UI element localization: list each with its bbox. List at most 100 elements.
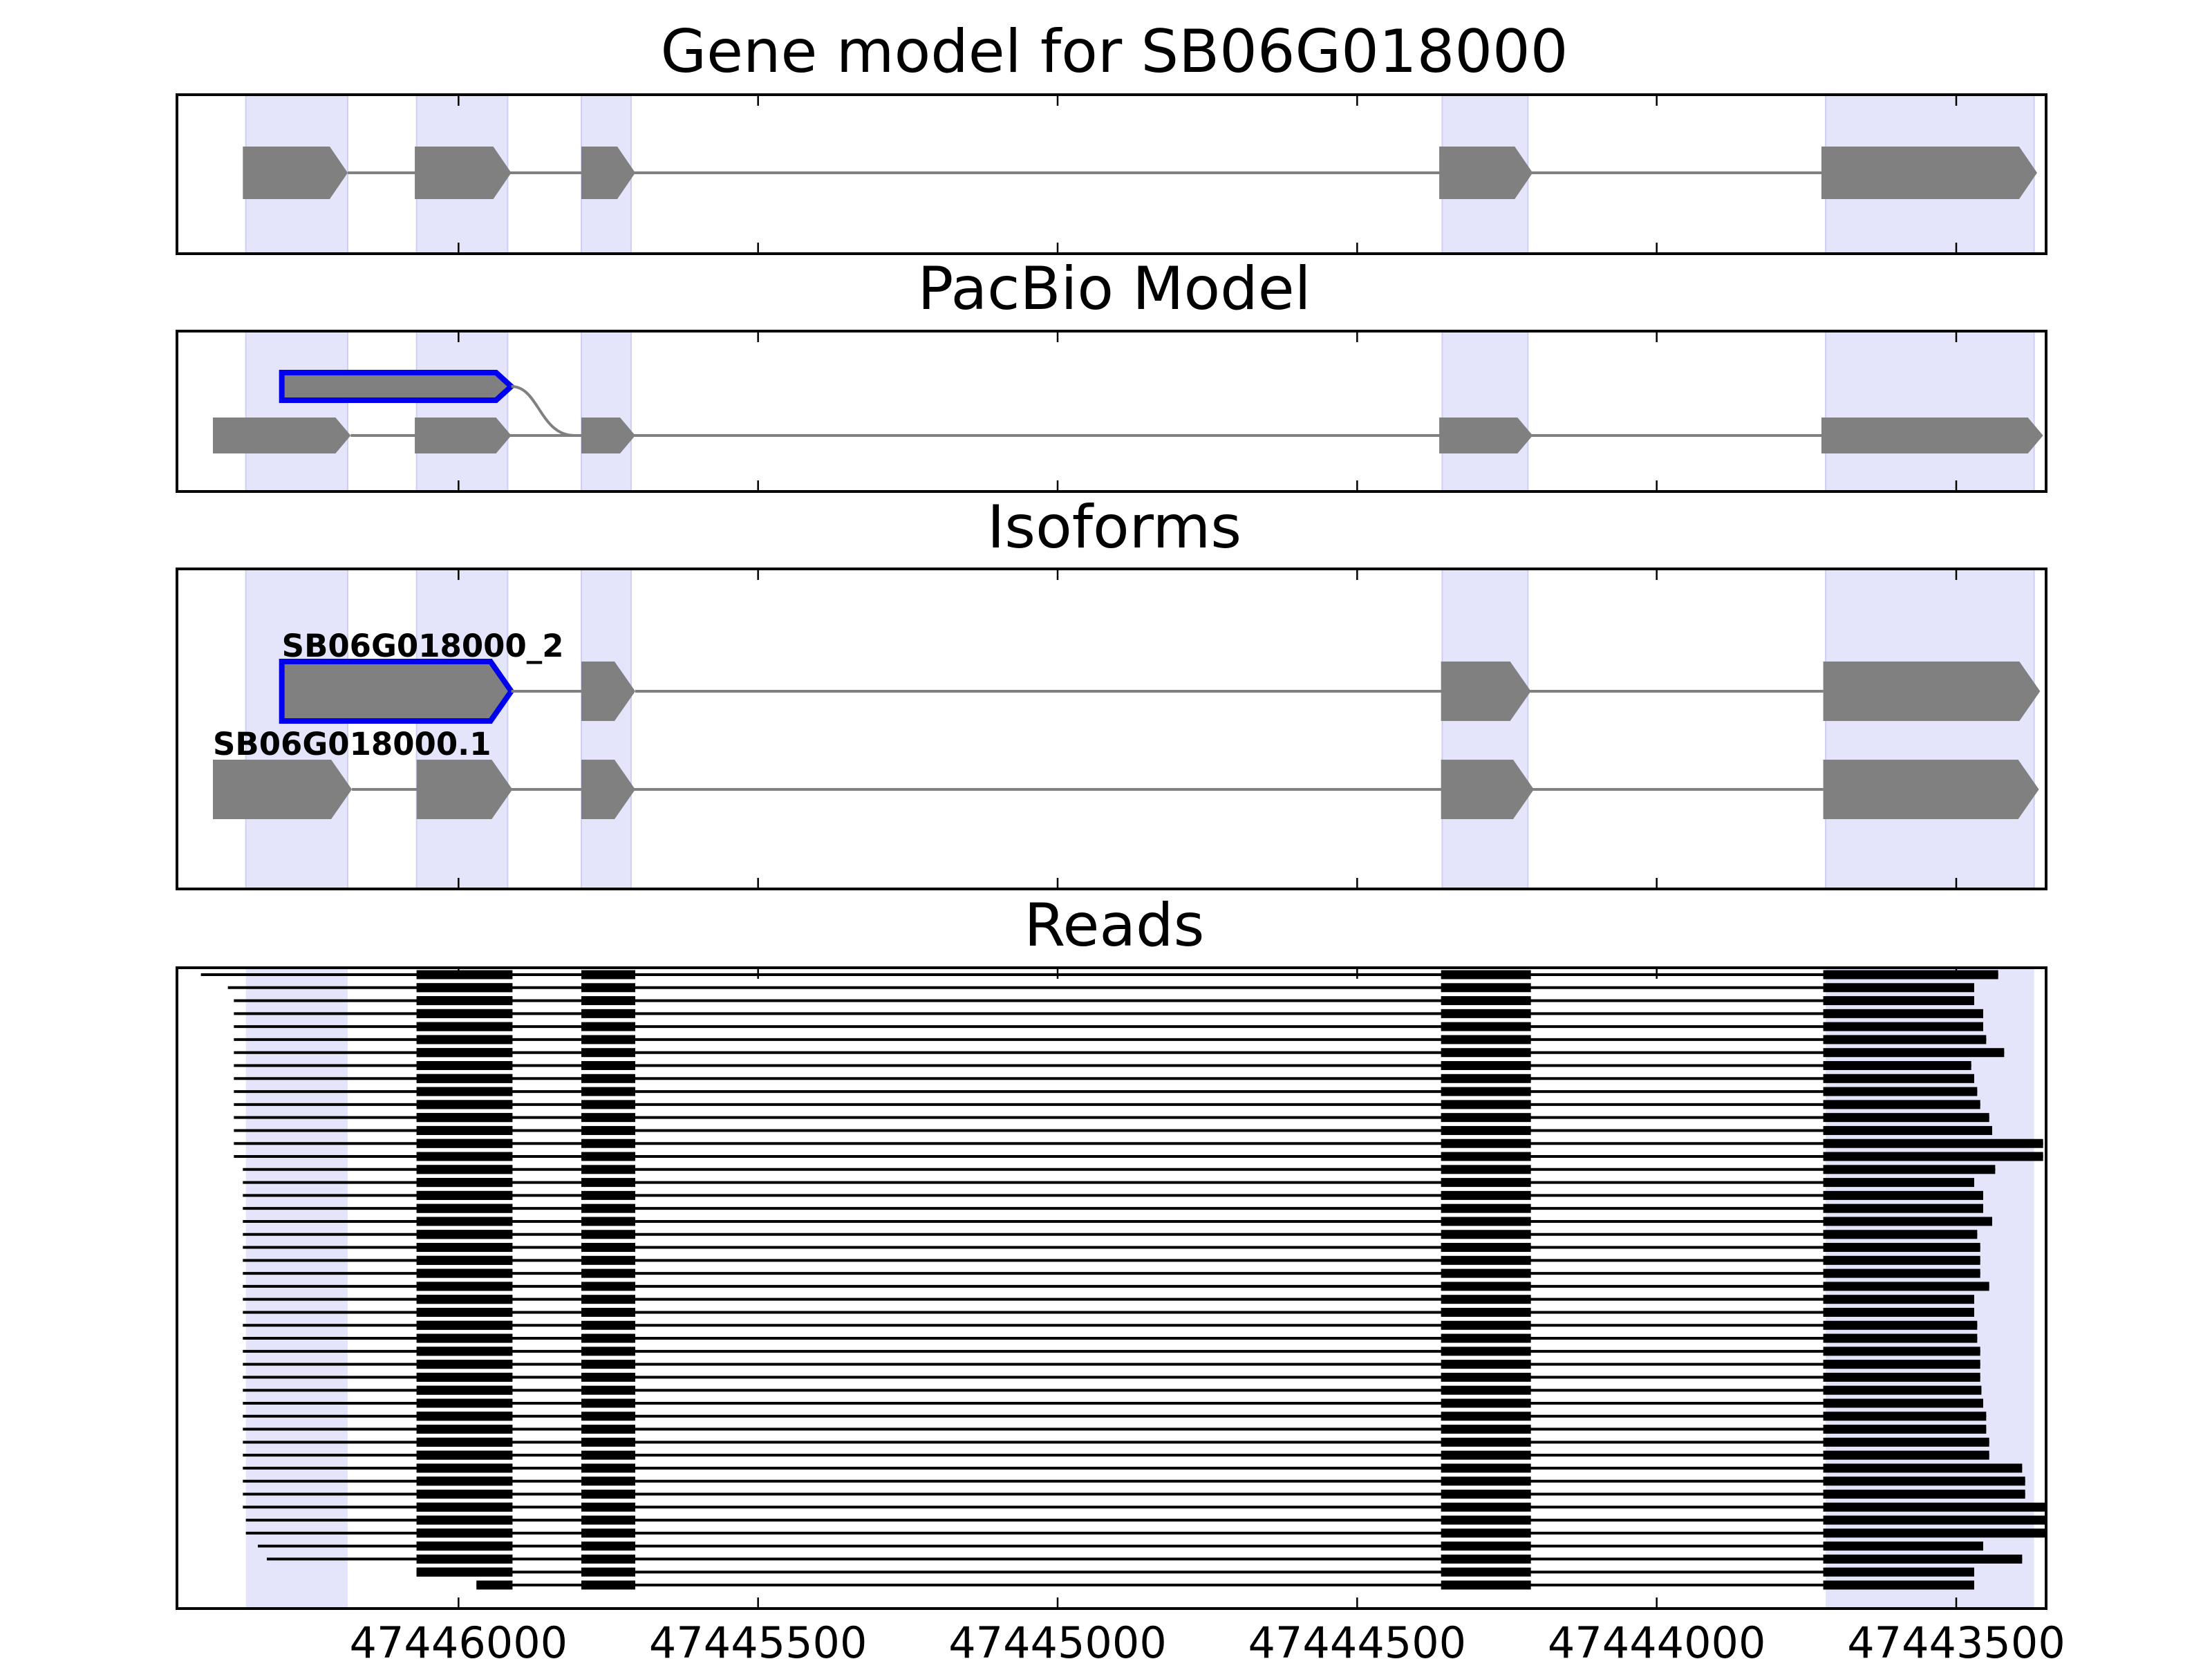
read-exon <box>1441 983 1531 993</box>
read-exon <box>416 1360 513 1369</box>
read-exon <box>581 983 635 993</box>
read-exon <box>416 1554 513 1564</box>
read-exon <box>1441 1372 1531 1382</box>
exon <box>1821 147 2037 199</box>
exon-band <box>415 330 509 492</box>
read <box>245 1515 2046 1525</box>
read <box>243 1307 1974 1317</box>
read-exon <box>1823 1295 1974 1304</box>
read-exon <box>1441 1282 1531 1291</box>
read-exon <box>1441 1541 1531 1551</box>
read-exon <box>1823 1217 1992 1226</box>
read-exon <box>1441 1125 1531 1135</box>
exon-band <box>245 568 348 890</box>
read-exon <box>1441 1554 1531 1564</box>
exon <box>1439 418 1533 453</box>
read <box>243 1295 1974 1304</box>
exon-band <box>245 968 348 1609</box>
read-exon <box>1823 1178 1974 1188</box>
read-exon <box>1441 1412 1531 1421</box>
exon <box>243 147 348 199</box>
read-exon <box>416 1061 513 1071</box>
read-exon <box>581 1074 635 1083</box>
read-exon <box>581 1217 635 1226</box>
read-exon <box>1823 1320 1978 1330</box>
read-exon <box>1823 1528 2046 1538</box>
read <box>234 1100 1980 1109</box>
read <box>243 1282 1989 1291</box>
read-exon <box>1441 1048 1531 1058</box>
read-exon <box>1441 1567 1531 1577</box>
exon-band <box>1441 330 1529 492</box>
read-exon <box>581 1412 635 1421</box>
read-exon <box>1823 1502 2046 1512</box>
read <box>243 1165 1996 1174</box>
read-exon <box>1441 1333 1531 1343</box>
read <box>243 1385 1982 1395</box>
read-exon <box>1441 1087 1531 1096</box>
read-exon <box>416 970 513 980</box>
read-exon <box>1823 1307 1974 1317</box>
read <box>243 1347 1980 1356</box>
exon <box>1823 662 2041 721</box>
gene-model-frame <box>176 93 2047 255</box>
pacbio-model-panel <box>176 330 2047 493</box>
read-exon <box>1823 1100 1980 1109</box>
read <box>267 1554 2023 1564</box>
read-exon <box>1823 1567 1974 1577</box>
read-exon <box>1441 1295 1531 1304</box>
read-exon <box>1441 1035 1531 1044</box>
read-exon <box>1823 1165 1996 1174</box>
gene-model-title: Gene model for SB06G018000 <box>661 17 1568 86</box>
read-exon <box>1441 1203 1531 1213</box>
exon <box>1823 760 2039 819</box>
read-exon <box>1441 1320 1531 1330</box>
read-exon <box>416 1477 513 1486</box>
read <box>234 1061 1971 1071</box>
read-exon <box>1823 1425 1987 1434</box>
read-exon <box>1441 1243 1531 1253</box>
read-exon <box>416 1282 513 1291</box>
read-exon <box>581 1113 635 1123</box>
read-exon <box>416 983 513 993</box>
read-exon <box>581 1255 635 1265</box>
isoforms-title: Isoforms <box>987 493 1241 562</box>
read-exon <box>581 1347 635 1356</box>
read-exon <box>1441 1385 1531 1395</box>
read-exon <box>581 1450 635 1460</box>
read-exon <box>581 1048 635 1058</box>
reads-title: Reads <box>1024 891 1205 960</box>
exon <box>1821 418 2043 453</box>
read-exon <box>1441 1217 1531 1226</box>
read-exon <box>1823 1489 2025 1499</box>
read-exon <box>1441 1178 1531 1188</box>
read-exon <box>416 1489 513 1499</box>
read-exon <box>1823 1360 1980 1369</box>
read-exon <box>581 1502 635 1512</box>
read-exon <box>416 1268 513 1278</box>
read-exon <box>581 996 635 1006</box>
exon-band <box>245 330 348 492</box>
read-exon <box>1441 1165 1531 1174</box>
exon-band <box>1825 330 2035 492</box>
read-exon <box>416 1009 513 1018</box>
read-exon <box>1823 1541 1983 1551</box>
exon <box>581 147 635 199</box>
read <box>243 1255 1980 1265</box>
read-exon <box>581 1398 635 1408</box>
read-exon <box>1441 1230 1531 1239</box>
read-exon <box>1823 1437 1989 1447</box>
read-exon <box>1823 1022 1983 1031</box>
read-exon <box>1441 1061 1531 1071</box>
read-exon <box>1441 1515 1531 1525</box>
splice-connector <box>511 385 575 437</box>
read-exon <box>581 1178 635 1188</box>
read <box>234 1113 1989 1123</box>
read-exon <box>416 1450 513 1460</box>
read <box>416 1567 1974 1577</box>
isoform-label: SB06G018000_2 <box>282 628 564 664</box>
read-exon <box>581 1541 635 1551</box>
read <box>243 1360 1980 1369</box>
x-tick-label: 47443500 <box>1847 1618 2065 1659</box>
read <box>243 1178 1974 1188</box>
